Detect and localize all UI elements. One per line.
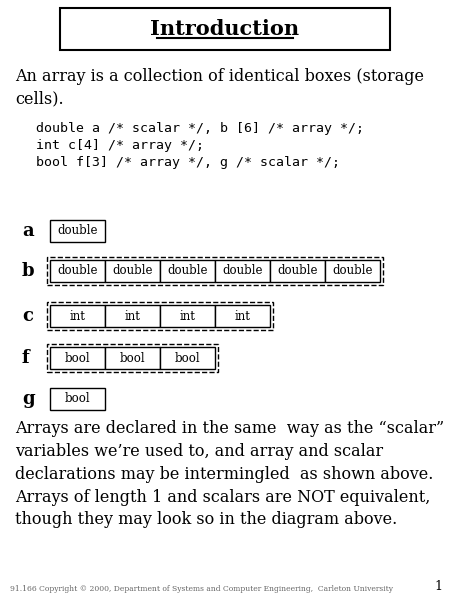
Text: Introduction: Introduction [150, 19, 300, 39]
Text: double: double [332, 265, 373, 277]
Bar [50, 305, 105, 327]
Text: bool: bool [120, 352, 145, 364]
Bar [50, 220, 105, 242]
Bar [325, 260, 380, 282]
Bar [160, 260, 215, 282]
Bar [270, 260, 325, 282]
Text: c: c [22, 307, 33, 325]
Bar [60, 8, 390, 50]
Bar [215, 260, 270, 282]
Text: 91.166 Copyright © 2000, Department of Systems and Computer Engineering,  Carlet: 91.166 Copyright © 2000, Department of S… [10, 585, 393, 593]
Text: double: double [222, 265, 263, 277]
Text: int: int [125, 310, 140, 323]
Text: double: double [277, 265, 318, 277]
Bar [50, 388, 105, 410]
Bar [160, 347, 215, 369]
Text: bool: bool [65, 392, 90, 406]
Text: double: double [167, 265, 208, 277]
Bar [105, 347, 160, 369]
Bar [47, 257, 383, 285]
Bar [160, 305, 215, 327]
Text: bool: bool [175, 352, 200, 364]
Text: 1: 1 [434, 580, 442, 593]
Text: double: double [57, 224, 98, 238]
Text: double: double [57, 265, 98, 277]
Text: bool: bool [65, 352, 90, 364]
Bar [105, 305, 160, 327]
Text: int: int [234, 310, 251, 323]
Text: int c[4] /* array */;: int c[4] /* array */; [20, 139, 204, 152]
Text: bool f[3] /* array */, g /* scalar */;: bool f[3] /* array */, g /* scalar */; [20, 156, 340, 169]
Text: a: a [22, 222, 34, 240]
Text: double a /* scalar */, b [6] /* array */;: double a /* scalar */, b [6] /* array */… [20, 122, 364, 135]
Text: b: b [22, 262, 35, 280]
Bar [215, 305, 270, 327]
Text: f: f [22, 349, 30, 367]
Text: g: g [22, 390, 35, 408]
Text: int: int [180, 310, 195, 323]
Bar [47, 344, 218, 372]
Bar [47, 302, 273, 330]
Bar [50, 347, 105, 369]
Text: double: double [112, 265, 153, 277]
Bar [105, 260, 160, 282]
Text: int: int [70, 310, 86, 323]
Text: Arrays are declared in the same  way as the “scalar”
variables we’re used to, an: Arrays are declared in the same way as t… [15, 420, 444, 529]
Text: An array is a collection of identical boxes (storage
cells).: An array is a collection of identical bo… [15, 68, 424, 107]
Bar [50, 260, 105, 282]
